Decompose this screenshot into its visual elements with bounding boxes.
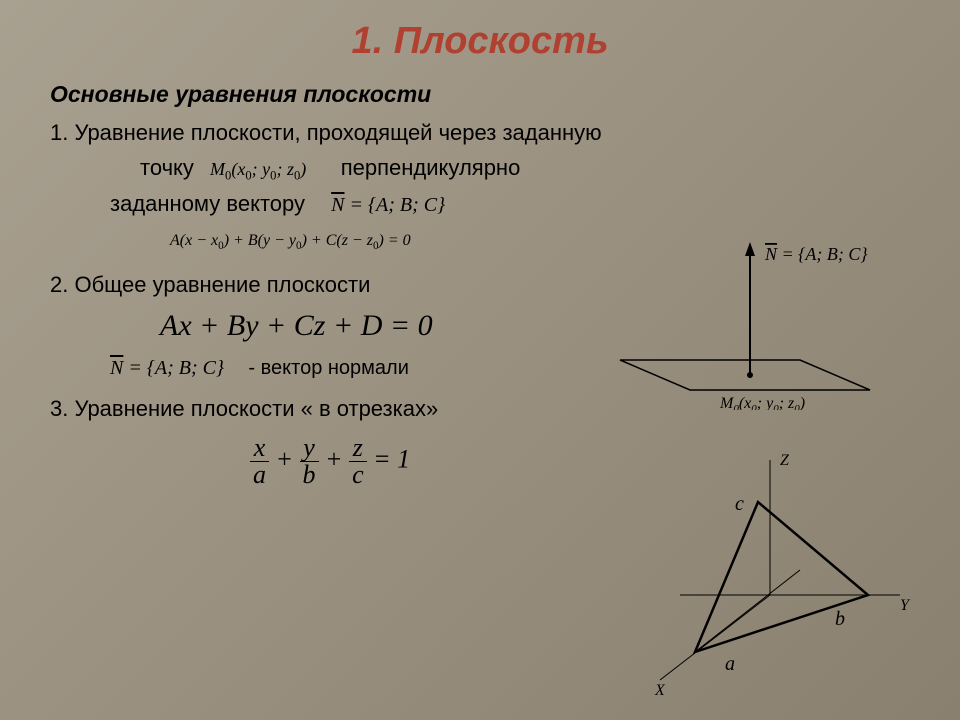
vector-n: N = {A; B; C} <box>331 194 445 216</box>
item1-line3-text: заданному вектору <box>110 191 305 216</box>
intercept-diagram: Z Y X a b c <box>600 440 920 700</box>
item1-line3: заданному вектору N = {A; B; C} <box>50 189 910 220</box>
item1-line2: точку M0(x0; y0; z0) перпендикулярно <box>50 153 910 185</box>
slide-title: 1. Плоскость <box>50 20 910 63</box>
diagram1-vector-label: N = {A; B; C} <box>764 244 868 264</box>
b-label: b <box>835 608 845 630</box>
item1-line2b: перпендикулярно <box>341 155 521 180</box>
a-label: a <box>725 653 735 675</box>
normal-vector: N = {A; B; C} <box>110 357 224 380</box>
subtitle: Основные уравнения плоскости <box>50 81 910 108</box>
diagram1-point-label: M0(x0; y0; z0) <box>719 395 805 410</box>
item1-line1: 1. Уравнение плоскости, проходящей через… <box>50 118 910 149</box>
item1-line2-text: точку <box>140 155 194 180</box>
normal-label: - вектор нормали <box>248 357 408 380</box>
x-axis-label: X <box>654 682 666 699</box>
c-label: c <box>735 493 744 515</box>
z-axis-label: Z <box>780 452 790 469</box>
y-axis-label: Y <box>900 597 911 614</box>
plane-normal-diagram: N = {A; B; C} M0(x0; y0; z0) <box>610 230 910 410</box>
point-m0: M0(x0; y0; z0) <box>210 159 311 179</box>
